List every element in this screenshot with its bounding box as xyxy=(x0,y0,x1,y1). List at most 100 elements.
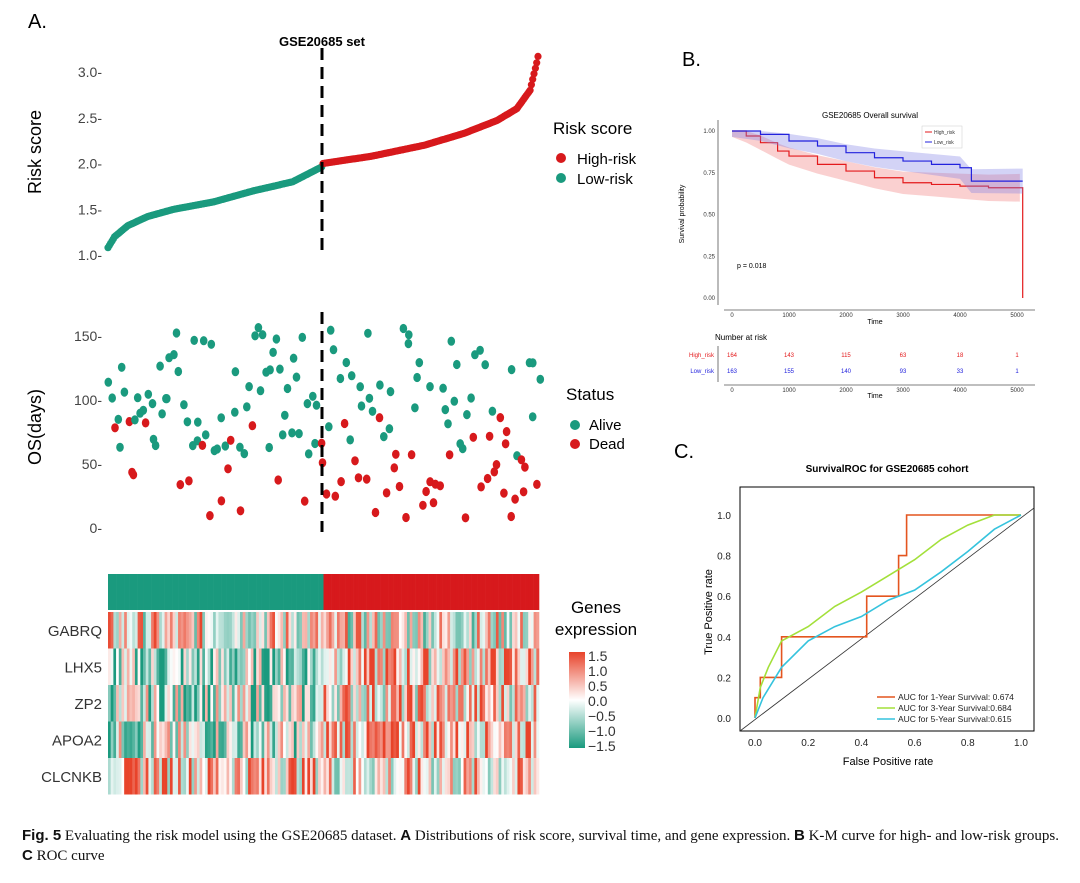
heatmap-cell xyxy=(272,685,276,722)
annotation-cell xyxy=(385,574,389,610)
heatmap-cell xyxy=(218,685,222,722)
heatmap-cell xyxy=(425,685,429,722)
risk-table-value: 164 xyxy=(727,353,738,359)
heatmap-cell xyxy=(477,758,481,795)
risk-score-yticks: 1.0- 1.5- 2.0- 2.5- 3.0- xyxy=(78,64,102,263)
heatmap-cell xyxy=(280,612,284,649)
heatmap-cell xyxy=(366,721,370,758)
heatmap-cell xyxy=(202,612,206,649)
heatmap-cell xyxy=(471,685,475,722)
heatmap-cell xyxy=(143,612,147,649)
heatmap-cell xyxy=(277,612,281,649)
heatmap-cell xyxy=(266,612,270,649)
heatmap-cell xyxy=(417,685,421,722)
heatmap-cell xyxy=(145,758,149,795)
annotation-cell xyxy=(226,574,230,610)
heatmap-cell xyxy=(374,612,378,649)
os-point-alive xyxy=(405,330,413,340)
heatmap-cell xyxy=(361,648,365,685)
heatmap-cell xyxy=(490,685,494,722)
heatmap-cell xyxy=(369,685,373,722)
heatmap-cell xyxy=(331,758,335,795)
risk-table-value: 1 xyxy=(1015,353,1019,359)
annotation-cell xyxy=(291,574,295,610)
heatmap-cell xyxy=(334,648,338,685)
heatmap-cell xyxy=(153,721,157,758)
annotation-cell xyxy=(350,574,354,610)
km-ticks: 0.00 0.25 0.50 0.75 1.00 0 0 1000 1000 2000 2000 30… xyxy=(703,129,1024,394)
heatmap-cell xyxy=(463,758,467,795)
heatmap-cell xyxy=(137,648,141,685)
risk-table-value: 143 xyxy=(784,353,795,359)
heatmap-cell xyxy=(226,648,230,685)
heatmap-cell xyxy=(118,721,122,758)
heatmap-cell xyxy=(156,648,160,685)
heatmap-cell xyxy=(202,758,206,795)
annotation-cell xyxy=(420,574,424,610)
os-point-alive xyxy=(368,406,377,416)
heatmap-cell xyxy=(304,612,308,649)
heatmap-cell xyxy=(342,648,346,685)
os-point-alive xyxy=(380,432,388,442)
heatmap-cell xyxy=(299,721,303,758)
risk-point-high xyxy=(526,86,534,94)
os-point-dead xyxy=(226,435,235,445)
heatmap-cell xyxy=(339,721,343,758)
heatmap-cell xyxy=(358,612,362,649)
heatmap-cell xyxy=(336,685,340,722)
heatmap-cell xyxy=(509,721,513,758)
heatmap-cell xyxy=(293,685,297,722)
heatmap-cell xyxy=(137,758,141,795)
heatmap-cell xyxy=(385,648,389,685)
os-points xyxy=(104,323,545,523)
km-xtick: 1000 xyxy=(782,313,796,319)
heatmap-cell xyxy=(153,612,157,649)
heatmap-cell xyxy=(468,685,472,722)
os-ytick-label: 50- xyxy=(82,456,103,472)
expr-legend-tick: −1.0 xyxy=(588,723,616,739)
annotation-cell xyxy=(512,574,516,610)
annotation-cell xyxy=(509,574,513,610)
heatmap-cell xyxy=(382,612,386,649)
km-ytick: 0.00 xyxy=(703,296,715,302)
heatmap-cell xyxy=(207,612,211,649)
caption-text-2: Distributions of risk score, survival ti… xyxy=(411,828,794,844)
heatmap-cell xyxy=(407,648,410,685)
heatmap-cell xyxy=(336,721,340,758)
os-point-alive xyxy=(194,417,202,427)
heatmap-cell xyxy=(460,612,464,649)
heatmap-cell xyxy=(175,721,179,758)
os-point-alive xyxy=(258,330,267,340)
heatmap-cell xyxy=(369,648,373,685)
heatmap-cell xyxy=(291,648,295,685)
heatmap-cell xyxy=(490,721,494,758)
risk-score-points xyxy=(104,52,542,252)
heatmap-cell xyxy=(245,721,249,758)
heatmap-cell xyxy=(487,758,491,795)
heatmap-cell xyxy=(188,685,192,722)
heatmap-cell xyxy=(439,612,443,649)
os-point-alive xyxy=(265,442,274,453)
heatmap-cell xyxy=(353,612,357,649)
heatmap-cell xyxy=(307,758,311,795)
os-point-alive xyxy=(357,401,366,411)
os-point-alive xyxy=(336,373,345,384)
annotation-cell xyxy=(501,574,505,610)
heatmap-cell xyxy=(339,758,343,795)
annotation-cell xyxy=(490,574,494,610)
risk-table-value: 163 xyxy=(727,369,738,375)
heatmap-cell xyxy=(477,648,481,685)
annotation-cell xyxy=(377,574,381,610)
heatmap-cell xyxy=(495,612,499,649)
heatmap-cell xyxy=(304,758,308,795)
heatmap-cell xyxy=(159,758,163,795)
heatmap-cell xyxy=(113,758,117,795)
heatmap-cell xyxy=(137,612,141,649)
annotation-cell xyxy=(180,574,184,610)
heatmap-cell xyxy=(226,685,230,722)
heatmap-cell xyxy=(180,648,184,685)
os-point-dead xyxy=(141,418,150,428)
annotation-cell xyxy=(536,574,540,610)
annotation-cell xyxy=(126,574,130,610)
heatmap-cell xyxy=(377,648,381,685)
